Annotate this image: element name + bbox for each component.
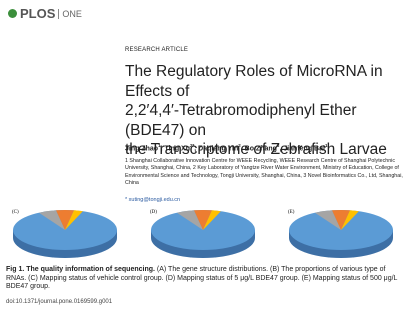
title-line: The Regulatory Roles of MicroRNA in Effe…	[125, 63, 383, 100]
author-name: Daqiang Yin	[198, 145, 239, 153]
author-affiliation: 3	[276, 143, 280, 148]
pie-chart	[13, 209, 117, 258]
figure: (C) (D) (E)	[12, 209, 393, 258]
author-affiliation: 2	[238, 143, 241, 148]
affiliations: 1 Shanghai Collaborative Innovation Cent…	[125, 158, 403, 187]
author-affiliation: 2*	[190, 143, 195, 148]
author-name: Jing Zhao	[125, 145, 159, 153]
caption: Fig 1. The quality information of sequen…	[6, 266, 406, 292]
caption-label: Fig 1. The quality information of sequen…	[6, 266, 155, 273]
logo-text: PLOS	[20, 6, 56, 21]
logo[interactable]: PLOS ONE	[8, 6, 82, 21]
title-line: 2,2′4,4′-Tetrabromodiphenyl Ether (BDE47…	[125, 102, 357, 139]
article-type: RESEARCH ARTICLE	[125, 47, 189, 53]
pie-chart	[289, 209, 393, 258]
panel-label: (C)	[12, 210, 19, 215]
doi[interactable]: doi:10.1371/journal.pone.0169599.g001	[6, 299, 113, 305]
author-affiliation: 1	[158, 143, 161, 148]
panel-label: (D)	[150, 210, 157, 215]
title-line: the Transcriptome of Zebrafish Larvae	[125, 141, 387, 158]
email[interactable]: * xuting@tongji.edu.cn	[125, 197, 181, 203]
author-affiliation: 1	[324, 143, 328, 148]
author-name: Bo Zhang	[244, 145, 277, 153]
title: The Regulatory Roles of MicroRNA in Effe…	[125, 62, 410, 160]
pie-chart	[151, 209, 255, 258]
caption-text: (A) The gene structure distributions. (B…	[6, 266, 398, 291]
authors: Jing Zhao1, Ting Xu2*, Daqiang Yin2, Bo …	[125, 143, 328, 153]
author-name: Ting Xu	[164, 145, 191, 153]
author-name: Jianfeng Bai	[283, 145, 325, 153]
journal-name: ONE	[58, 8, 82, 19]
panel-label: (E)	[288, 210, 295, 215]
